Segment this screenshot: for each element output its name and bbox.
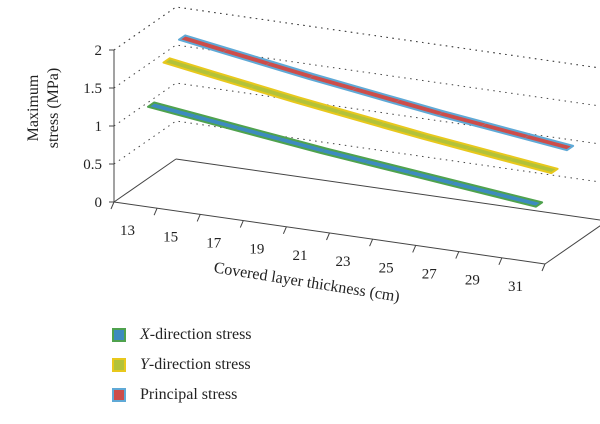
- x-tick-label: 17: [206, 236, 222, 252]
- x-tick-mark: [455, 251, 460, 259]
- legend-label-y-direction: Y-direction stress: [140, 356, 251, 373]
- y-axis-title-line-1: Maximum: [25, 74, 42, 141]
- floor-left-edge: [113, 158, 177, 203]
- x-tick-mark: [282, 226, 287, 234]
- floor-back-edge: [175, 158, 600, 221]
- floor-right-edge: [544, 225, 600, 265]
- series-point-0: [492, 191, 500, 197]
- y-tick-label: 1: [95, 119, 103, 135]
- series-point-0: [406, 169, 413, 175]
- x-tick-mark: [239, 220, 244, 228]
- x-tick-mark: [153, 208, 158, 216]
- y-tick-labels: 0 0.5 1 1.5 2: [83, 43, 102, 211]
- series-point-1: [206, 71, 213, 76]
- series-ribbon-1: [162, 57, 559, 175]
- series-point-2: [351, 86, 358, 92]
- series-point-1: [421, 134, 429, 139]
- series-point-1: [292, 97, 300, 102]
- series-point-1: [335, 109, 343, 115]
- legend-label-x-direction: X-direction stress: [140, 326, 252, 343]
- y-axis-title-line-2: stress (MPa): [45, 68, 62, 148]
- x-tick-mark: [110, 201, 115, 210]
- y-tick-label: 0.5: [83, 157, 102, 173]
- legend-item-principal: Principal stress: [112, 380, 252, 410]
- x-tick-mark: [412, 245, 417, 253]
- series-point-0: [363, 159, 370, 164]
- series-point-0: [449, 180, 457, 186]
- x-tick-mark: [498, 257, 503, 265]
- series-point-2: [308, 74, 315, 80]
- series-point-2: [264, 61, 272, 67]
- series-point-1: [378, 121, 386, 127]
- x-tick-label: 15: [163, 229, 178, 245]
- series-point-2: [523, 134, 531, 139]
- x-tick-label: 21: [292, 248, 307, 264]
- series-ribbon-2: [178, 34, 575, 152]
- x-tick-mark: [369, 239, 374, 247]
- series-point-0: [320, 148, 327, 154]
- x-axis-title: Covered layer thickness (cm): [213, 259, 401, 305]
- x-tick-label: 23: [336, 254, 351, 270]
- gridline: [113, 120, 600, 183]
- series-point-2: [437, 111, 444, 116]
- chart-legend: X-direction stress Y-direction stress Pr…: [112, 320, 252, 410]
- x-tick-mark: [196, 214, 201, 222]
- gridline: [113, 44, 600, 107]
- series-point-0: [190, 113, 198, 119]
- y-tick-label: 0: [95, 195, 103, 211]
- chart-series-group: [147, 34, 575, 208]
- y-tick-label: 2: [95, 43, 103, 59]
- legend-item-x-direction: X-direction stress: [112, 320, 252, 350]
- series-point-2: [480, 122, 488, 128]
- legend-item-y-direction: Y-direction stress: [112, 350, 252, 380]
- series-point-1: [508, 157, 515, 162]
- x-tick-mark: [541, 263, 546, 272]
- gridline-top: [113, 6, 600, 69]
- x-tick-label: 13: [120, 223, 135, 239]
- series-point-0: [233, 125, 241, 131]
- chart-axes: [109, 49, 600, 272]
- legend-label-principal: Principal stress: [140, 386, 238, 403]
- chart-grid: [113, 6, 600, 183]
- legend-swatch-y-direction: [112, 358, 126, 372]
- series-point-2: [221, 48, 229, 54]
- x-tick-label: 31: [508, 279, 523, 295]
- x-tick-mark: [326, 232, 330, 241]
- series-point-2: [394, 98, 401, 104]
- x-tick-label: 27: [422, 267, 438, 283]
- series-ribbon-0: [147, 101, 544, 208]
- y-tick-label: 1.5: [83, 81, 102, 97]
- x-tick-label: 29: [465, 273, 480, 289]
- series-point-1: [464, 145, 472, 151]
- legend-swatch-principal: [112, 388, 126, 402]
- x-tick-label: 19: [249, 242, 264, 258]
- gridline: [113, 82, 600, 145]
- series-point-0: [277, 136, 284, 142]
- legend-swatch-x-direction: [112, 328, 126, 342]
- x-tick-label: 25: [379, 260, 394, 276]
- x-tick-labels: 13 15 17 19 21 23 25 27 29 31: [120, 223, 523, 295]
- series-point-1: [249, 84, 257, 89]
